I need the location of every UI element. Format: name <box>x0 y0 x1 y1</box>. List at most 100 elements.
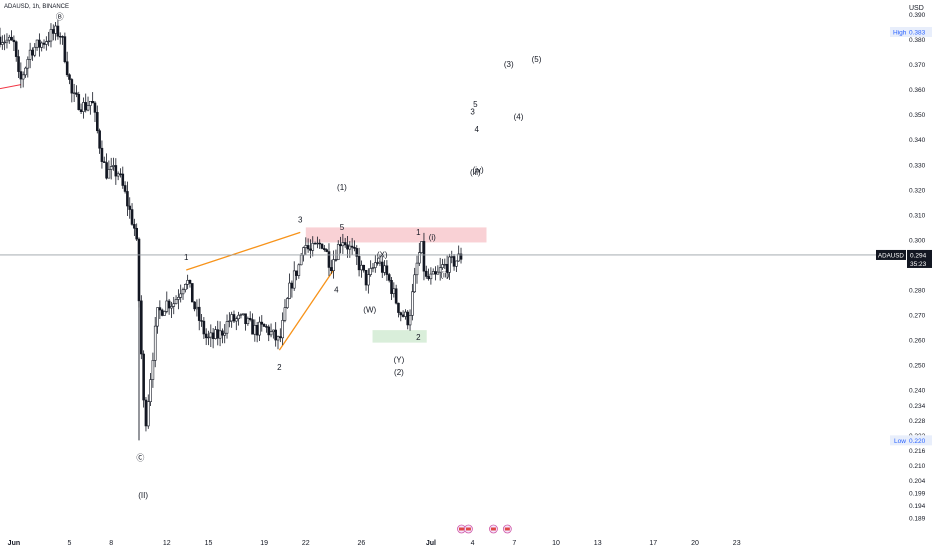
candle-body <box>158 307 162 311</box>
candle-body <box>411 291 414 316</box>
low-badge <box>890 435 932 446</box>
candle-body <box>49 29 53 42</box>
candle-body <box>102 161 106 163</box>
candle-body <box>202 320 206 335</box>
candle-body <box>397 302 400 313</box>
price-tick-label: 0.240 <box>909 388 926 395</box>
price-tick-label: 0.300 <box>909 237 926 244</box>
event-flag-stripe <box>504 527 510 531</box>
candle-body <box>253 325 257 335</box>
candle-body <box>401 314 405 317</box>
candle-body <box>181 289 185 295</box>
events-layer <box>457 524 512 534</box>
candle-body <box>140 300 143 355</box>
time-tick-label: Jun <box>8 540 20 547</box>
candle-body <box>42 42 46 45</box>
candle-body <box>239 314 243 316</box>
time-tick-label: 7 <box>512 540 516 547</box>
candle-body <box>21 74 25 80</box>
wave-label: 5 <box>473 100 478 109</box>
candle-body <box>98 130 101 149</box>
candle-body <box>174 299 178 305</box>
candle-body <box>427 276 430 280</box>
candle-body <box>51 29 55 34</box>
candle-body <box>237 314 240 320</box>
candle-body <box>193 301 196 310</box>
price-tick-label: 0.199 <box>909 490 926 497</box>
countdown: 35:23 <box>910 261 927 268</box>
candle-body <box>130 209 134 225</box>
candle-body <box>28 49 32 60</box>
candle-body <box>258 321 261 336</box>
wave-label: 2 <box>416 333 421 342</box>
candle-body <box>225 321 229 334</box>
candle-body <box>146 401 150 427</box>
candle-body <box>70 79 74 94</box>
zones-layer <box>305 227 487 343</box>
candle-body <box>89 101 92 106</box>
candle-body <box>290 282 294 289</box>
candle-body <box>93 102 97 113</box>
low-value: 0.220 <box>909 438 926 445</box>
high-value: 0.383 <box>909 30 926 37</box>
candle-body <box>33 46 37 56</box>
candle-body <box>128 205 132 210</box>
candle-body <box>7 36 11 41</box>
candle-body <box>91 101 94 104</box>
price-axis-bg <box>876 0 932 550</box>
candle-body <box>445 263 449 273</box>
low-label: Low <box>894 438 906 445</box>
candle-body <box>378 261 382 264</box>
candle-body <box>248 317 252 320</box>
candle-body <box>408 315 412 326</box>
candle-body <box>336 244 340 260</box>
candle-body <box>1 42 4 45</box>
time-tick-label: 4 <box>471 540 475 547</box>
time-tick-label: Jul <box>426 540 436 547</box>
candle-body <box>135 227 138 240</box>
candle-body <box>429 273 433 280</box>
candle-body <box>17 56 20 72</box>
candle-body <box>186 280 189 285</box>
candle-body <box>457 253 461 262</box>
candle-body <box>341 242 345 247</box>
candle-body <box>313 242 317 245</box>
wave-label: 3 <box>470 108 475 117</box>
candle-body <box>47 40 50 43</box>
candle-body <box>376 262 379 264</box>
candle-body <box>197 306 201 321</box>
candle-body <box>399 312 403 316</box>
candle-body <box>283 307 287 321</box>
candle-body <box>309 248 312 251</box>
time-axis[interactable]: Jun 5 8 12 15 19 22 26 Jul 4 7 10 13 17 20 23 <box>8 540 741 547</box>
candle-body <box>443 263 447 266</box>
candle-body <box>179 293 182 298</box>
wave-label: 4 <box>475 125 480 134</box>
time-tick-label: 8 <box>109 540 113 547</box>
candle-body <box>170 306 173 309</box>
wave-label: 3 <box>298 215 303 224</box>
candle-body <box>123 185 127 192</box>
candle-body <box>184 284 187 290</box>
candle-body <box>288 282 291 299</box>
time-tick-label: 20 <box>691 540 699 547</box>
candles-layer <box>0 20 463 441</box>
candle-body <box>232 314 236 322</box>
candle-body <box>235 318 238 322</box>
red-segment <box>0 84 21 90</box>
candle-body <box>316 242 319 245</box>
candle-body <box>255 325 259 336</box>
candle-body <box>260 321 264 325</box>
candle-body <box>373 262 377 268</box>
candle-body <box>299 254 303 266</box>
wave-label: (iv) <box>473 165 484 174</box>
candle-body <box>96 112 99 132</box>
candle-body <box>119 173 122 175</box>
candle-body <box>82 102 85 112</box>
price-tick-label: 0.330 <box>909 162 926 169</box>
candle-body <box>112 165 115 167</box>
candle-body <box>392 288 396 294</box>
candle-body <box>126 191 129 207</box>
